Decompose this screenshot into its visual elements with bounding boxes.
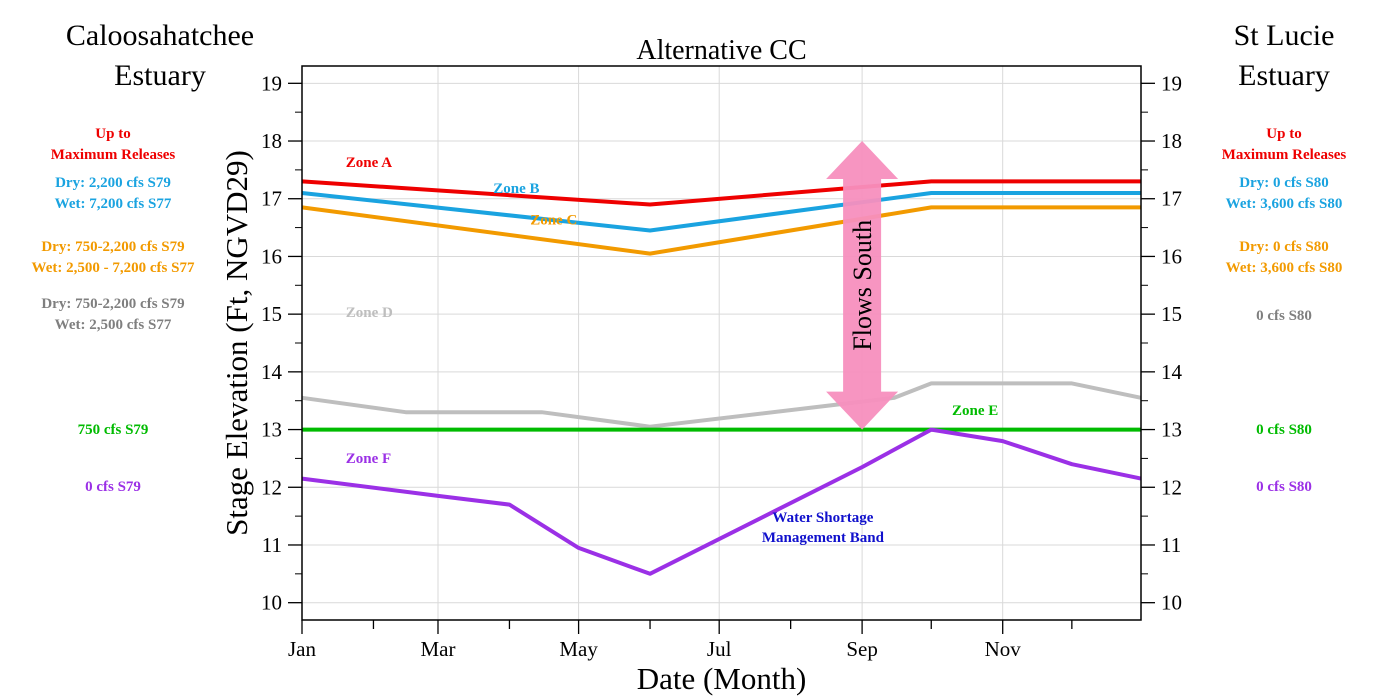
y-axis-title: Stage Elevation (Ft, NGVD29) [219,150,254,536]
series-zone-d-line [301,381,1142,429]
y-tick-label-left: 11 [262,533,282,557]
left-note-line: Up to [95,126,131,142]
x-tick-label: Nov [985,637,1022,661]
right-note: 0 cfs S80 [1134,420,1400,441]
x-tick-label: Sep [846,637,878,661]
left-note: Up to Maximum Releases [0,124,263,166]
annotation-label: Zone C [530,213,577,229]
right-note: 0 cfs S80 [1134,306,1400,327]
left-note-line: Dry: 750-2,200 cfs S79 [41,296,185,312]
left-note: Dry: 2,200 cfs S79 Wet: 7,200 cfs S77 [0,173,263,215]
left-note: Dry: 750-2,200 cfs S79 Wet: 2,500 - 7,200… [0,237,263,279]
right-estuary-title: St Lucie Estuary [1154,16,1400,96]
left-note-line: Maximum Releases [50,147,176,163]
x-tick-label: May [559,637,598,661]
y-tick-label-right: 13 [1161,418,1182,442]
y-tick-label-right: 19 [1161,71,1182,95]
y-tick-label-right: 14 [1161,360,1183,384]
right-note-line: Maximum Releases [1221,147,1347,163]
y-tick-label-left: 16 [261,244,282,268]
left-note: Dry: 750-2,200 cfs S79 Wet: 2,500 cfs S77 [0,294,263,336]
right-note: Up to Maximum Releases [1134,124,1400,166]
y-tick-label-left: 15 [261,302,282,326]
x-tick-label: Jan [288,637,316,661]
annotation-label: Zone B [493,181,539,197]
annotation-label: Zone F [346,451,391,467]
y-tick-label-left: 18 [261,129,282,153]
right-note-line: Wet: 3,600 cfs S80 [1225,196,1343,212]
left-estuary-title: Caloosahatchee Estuary [30,16,290,96]
annotation-label: Zone A [346,155,392,171]
series-zone-c-line [301,205,1141,256]
chart-title: Alternative CC [636,35,806,66]
y-tick-label-right: 15 [1161,302,1182,326]
right-note: 0 cfs S80 [1134,477,1400,498]
y-tick-label-right: 18 [1161,129,1182,153]
left-note: 0 cfs S79 [0,477,263,498]
left-title-line: Caloosahatchee [65,19,255,52]
right-note: Dry: 0 cfs S80 Wet: 3,600 cfs S80 [1134,173,1400,215]
series-zone-a-line [301,179,1141,207]
annotation-label: Water Shortage [772,510,873,526]
right-title-line: Estuary [1238,59,1330,92]
zone-lines [301,179,1142,576]
right-note-line: Up to [1266,126,1302,142]
y-tick-label-left: 10 [261,591,282,615]
left-note-line: Wet: 2,500 cfs S77 [54,317,172,333]
y-tick-label-right: 12 [1161,475,1182,499]
annotation-label: Zone E [952,403,998,419]
left-note-line: 750 cfs S79 [77,422,149,438]
x-tick-label: Mar [420,637,455,661]
y-tick-label-right: 17 [1161,187,1182,211]
flows-south-arrow: Flows South [826,141,899,430]
series-zone-b-line [301,191,1141,233]
x-axis-title: Date (Month) [637,661,807,696]
left-title-line: Estuary [114,59,206,92]
flows-south-label: Flows South [848,220,877,351]
right-title-line: St Lucie [1233,19,1335,52]
right-note-line: 0 cfs S80 [1256,308,1312,324]
y-tick-label-left: 13 [261,418,282,442]
annotation-label: Zone D [346,305,393,321]
y-tick-label-left: 14 [261,360,283,384]
right-note: Dry: 0 cfs S80 Wet: 3,600 cfs S80 [1134,237,1400,279]
axes: 10 10 11 11 12 12 13 13 14 14 15 15 16 16 17 17 18 18 19 19… [261,71,1183,661]
y-tick-label-left: 12 [261,475,282,499]
y-tick-label-right: 11 [1161,533,1181,557]
left-note-line: Wet: 2,500 - 7,200 cfs S77 [31,260,195,276]
y-tick-label-right: 10 [1161,591,1182,615]
y-tick-label-left: 19 [261,71,282,95]
zone-annotations: Zone A Zone B Zone C Zone D Zone E Zone F Wate… [346,155,998,546]
left-note-line: Dry: 2,200 cfs S79 [55,175,171,191]
right-note-line: 0 cfs S80 [1256,479,1312,495]
right-note-line: 0 cfs S80 [1256,422,1312,438]
left-note-line: Wet: 7,200 cfs S77 [54,196,172,212]
y-tick-label-right: 16 [1161,244,1182,268]
annotation-label: Management Band [762,530,885,546]
left-note-line: 0 cfs S79 [85,479,141,495]
right-note-line: Wet: 3,600 cfs S80 [1225,260,1343,276]
left-note: 750 cfs S79 [0,420,263,441]
y-tick-label-left: 17 [261,187,282,211]
series-zone-f-line [301,427,1142,576]
right-note-line: Dry: 0 cfs S80 [1239,175,1329,191]
left-note-line: Dry: 750-2,200 cfs S79 [41,239,185,255]
flows-south-arrow-shape [826,141,899,430]
x-tick-label: Jul [707,637,732,661]
right-note-line: Dry: 0 cfs S80 [1239,239,1329,255]
